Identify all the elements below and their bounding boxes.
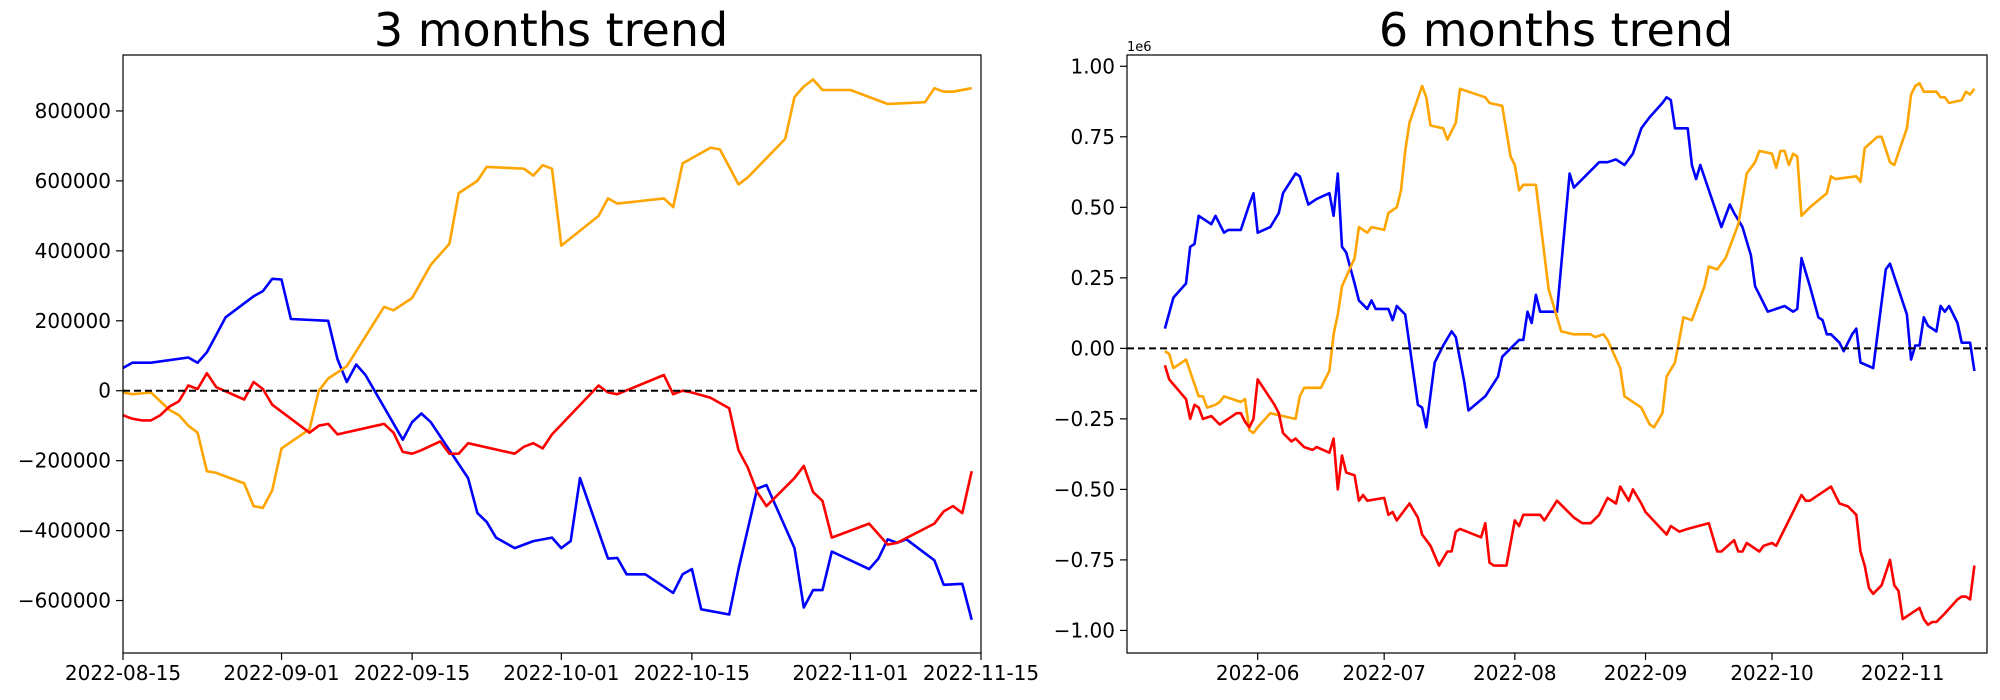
chart-title: 3 months trend <box>374 3 728 57</box>
series-line-1 <box>1164 81 1976 435</box>
x-tick-label: 2022-08-15 <box>65 661 181 685</box>
x-tick-label: 2022-07 <box>1342 661 1426 685</box>
series-line-0 <box>122 277 973 621</box>
series-line-2 <box>122 371 973 546</box>
chart-title: 6 months trend <box>1379 3 1733 57</box>
y-tick-label: 200000 <box>35 309 111 333</box>
chart-panel-3-months: 3 months trend −600000 −400000 −200000 0 200… <box>18 3 1039 685</box>
chart-panel-6-months: 6 months trend 1e6 −1.00 −0.75 −0.50 −0.25 0… <box>1054 3 1988 685</box>
series-line-1 <box>122 78 972 510</box>
series-line-2 <box>1163 364 1976 627</box>
y-tick-label: −1.00 <box>1054 618 1115 642</box>
plot-frame <box>122 54 982 654</box>
y-tick-label: 800000 <box>35 99 111 123</box>
x-tick-label: 2022-10-15 <box>634 661 750 685</box>
y-tick-label: −600000 <box>18 589 111 613</box>
y-tick-label: −0.25 <box>1054 407 1115 431</box>
y-tick-label: 0.75 <box>1070 125 1115 149</box>
y-tick-label: −400000 <box>18 519 111 543</box>
x-tick-label: 2022-10-01 <box>503 661 619 685</box>
y-tick-label: 400000 <box>35 239 111 263</box>
y-tick-label: −0.75 <box>1054 548 1115 572</box>
y-tick-label: −0.50 <box>1054 477 1115 501</box>
y-tick-label: 0.00 <box>1070 336 1115 360</box>
plot-frame <box>1126 54 1988 654</box>
y-tick-label: 0.25 <box>1070 266 1115 290</box>
x-tick-label: 2022-09-15 <box>354 661 470 685</box>
x-tick-label: 2022-11-01 <box>792 661 908 685</box>
y-tick-label: −200000 <box>18 449 111 473</box>
x-tick-label: 2022-10 <box>1730 661 1814 685</box>
y-scale-offset-label: 1e6 <box>1127 40 1152 55</box>
x-tick-label: 2022-08 <box>1473 661 1557 685</box>
y-tick-label: 0 <box>98 379 111 403</box>
x-tick-label: 2022-09-01 <box>223 661 339 685</box>
x-tick-label: 2022-11-15 <box>923 661 1039 685</box>
y-tick-label: 1.00 <box>1070 54 1115 78</box>
y-tick-label: 0.50 <box>1070 195 1115 219</box>
y-tick-label: 600000 <box>35 169 111 193</box>
series-line-0 <box>1163 96 1976 429</box>
x-tick-label: 2022-11 <box>1861 661 1945 685</box>
x-tick-label: 2022-09 <box>1604 661 1688 685</box>
x-tick-label: 2022-06 <box>1216 661 1300 685</box>
